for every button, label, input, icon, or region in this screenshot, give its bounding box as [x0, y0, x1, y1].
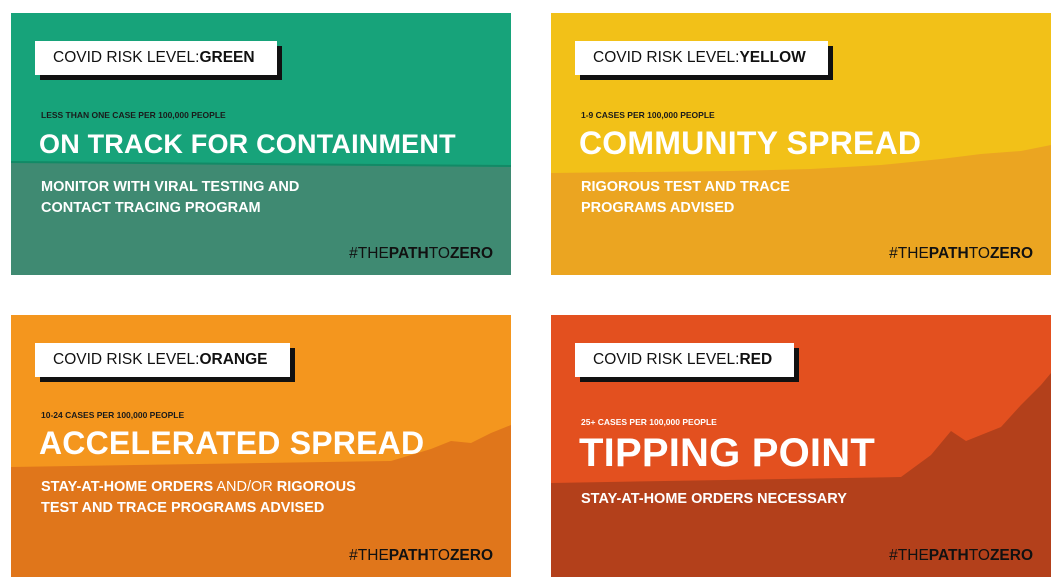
- hashtag-pre: #THE: [349, 245, 389, 262]
- hashtag-end: ZERO: [449, 547, 493, 564]
- trend-line: [11, 161, 511, 167]
- badge-level: GREEN: [199, 49, 255, 66]
- badge-prefix: COVID RISK LEVEL:: [53, 49, 200, 66]
- desc-part-b: AND/OR: [213, 479, 277, 495]
- hashtag-pre: #THE: [889, 245, 929, 262]
- badge-prefix: COVID RISK LEVEL:: [593, 49, 740, 66]
- risk-description: RIGOROUS TEST AND TRACE PROGRAMS ADVISED: [581, 177, 1021, 219]
- trend-area: [551, 373, 1051, 577]
- desc-line-1: STAY-AT-HOME ORDERS AND/OR RIGOROUS: [41, 477, 481, 498]
- hashtag-post: TO: [968, 547, 990, 564]
- risk-headline: COMMUNITY SPREAD: [579, 125, 922, 161]
- hashtag-pre: #THE: [889, 547, 929, 564]
- desc-part-c: RIGOROUS: [276, 479, 356, 495]
- desc-line-2: TEST AND TRACE PROGRAMS ADVISED: [41, 500, 325, 516]
- risk-level-badge: COVID RISK LEVEL: GREEN: [35, 41, 277, 75]
- desc-line-1: STAY-AT-HOME ORDERS NECESSARY: [581, 491, 847, 507]
- desc-line-2: CONTACT TRACING PROGRAM: [41, 200, 261, 216]
- risk-headline: ON TRACK FOR CONTAINMENT: [39, 129, 456, 159]
- hashtag-label: #THEPATHTOZERO: [889, 245, 1033, 263]
- risk-level-badge: COVID RISK LEVEL: RED: [575, 343, 795, 377]
- trend-area: [11, 425, 511, 577]
- trend-area: [551, 145, 1051, 275]
- hashtag-mid: PATH: [388, 547, 429, 564]
- hashtag-pre: #THE: [349, 547, 389, 564]
- desc-line-1: MONITOR WITH VIRAL TESTING AND: [41, 179, 300, 195]
- case-rate-subheading: 10-24 CASES PER 100,000 PEOPLE: [41, 410, 185, 420]
- hashtag-post: TO: [428, 547, 450, 564]
- desc-line-1: RIGOROUS TEST AND TRACE: [581, 179, 790, 195]
- hashtag-label: #THEPATHTOZERO: [349, 547, 493, 565]
- badge-level: RED: [739, 351, 773, 368]
- badge-prefix: COVID RISK LEVEL:: [53, 351, 200, 368]
- risk-card-orange: COVID RISK LEVEL: ORANGE 10-24 CASES PER…: [11, 315, 511, 577]
- hashtag-mid: PATH: [928, 547, 969, 564]
- risk-description: MONITOR WITH VIRAL TESTING AND CONTACT T…: [41, 177, 481, 219]
- hashtag-end: ZERO: [989, 245, 1033, 262]
- risk-level-badge: COVID RISK LEVEL: ORANGE: [35, 343, 290, 377]
- risk-card-red: COVID RISK LEVEL: RED 25+ CASES PER 100,…: [551, 315, 1051, 577]
- hashtag-end: ZERO: [449, 245, 493, 262]
- risk-description: STAY-AT-HOME ORDERS NECESSARY: [581, 489, 1021, 510]
- hashtag-mid: PATH: [388, 245, 429, 262]
- case-rate-subheading: 1-9 CASES PER 100,000 PEOPLE: [581, 110, 715, 120]
- hashtag-end: ZERO: [989, 547, 1033, 564]
- risk-headline: ACCELERATED SPREAD: [39, 425, 425, 461]
- badge-level: ORANGE: [199, 351, 268, 368]
- hashtag-post: TO: [968, 245, 990, 262]
- desc-part-a: STAY-AT-HOME ORDERS: [41, 479, 214, 495]
- risk-headline: TIPPING POINT: [579, 431, 875, 475]
- trend-area: [11, 162, 511, 275]
- risk-description: STAY-AT-HOME ORDERS AND/OR RIGOROUS TEST…: [41, 477, 481, 519]
- badge-prefix: COVID RISK LEVEL:: [593, 351, 740, 368]
- hashtag-label: #THEPATHTOZERO: [349, 245, 493, 263]
- risk-card-yellow: COVID RISK LEVEL: YELLOW 1-9 CASES PER 1…: [551, 13, 1051, 275]
- hashtag-post: TO: [428, 245, 450, 262]
- case-rate-subheading: 25+ CASES PER 100,000 PEOPLE: [581, 417, 717, 427]
- desc-line-2: PROGRAMS ADVISED: [581, 200, 735, 216]
- risk-level-badge: COVID RISK LEVEL: YELLOW: [575, 41, 828, 75]
- case-rate-subheading: LESS THAN ONE CASE PER 100,000 PEOPLE: [41, 110, 226, 120]
- hashtag-label: #THEPATHTOZERO: [889, 547, 1033, 565]
- risk-card-green: COVID RISK LEVEL: GREEN LESS THAN ONE CA…: [11, 13, 511, 275]
- hashtag-mid: PATH: [928, 245, 969, 262]
- badge-level: YELLOW: [739, 49, 806, 66]
